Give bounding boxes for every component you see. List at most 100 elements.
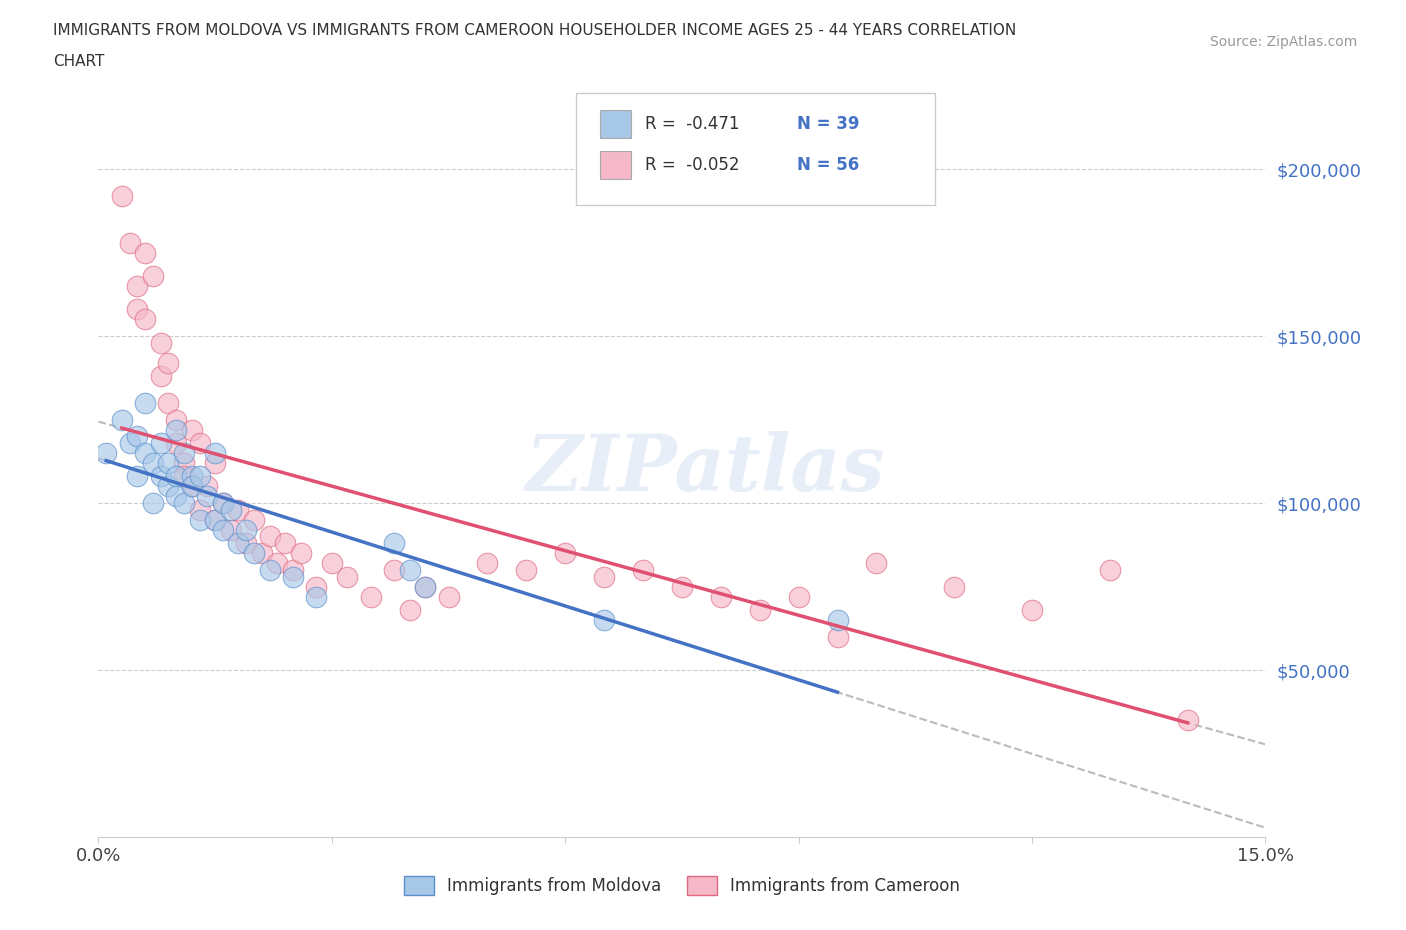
Point — [165, 435, 187, 450]
Point — [212, 496, 235, 511]
Point — [274, 536, 297, 551]
Point — [305, 589, 328, 604]
Point — [212, 523, 235, 538]
Point — [157, 456, 180, 471]
Point — [134, 246, 156, 260]
Point — [250, 546, 273, 561]
Point — [219, 523, 242, 538]
Point — [157, 355, 180, 370]
Point — [173, 496, 195, 511]
Point — [173, 445, 195, 460]
Point — [111, 189, 134, 204]
Point — [157, 479, 180, 494]
Point — [118, 235, 141, 250]
Point — [111, 412, 134, 427]
Point — [228, 502, 250, 517]
Point — [787, 589, 810, 604]
Point — [1177, 712, 1199, 727]
Point — [180, 479, 202, 494]
Point — [382, 536, 405, 551]
Point — [149, 435, 172, 450]
Point — [195, 479, 218, 494]
Text: N = 39: N = 39 — [797, 114, 859, 133]
Point — [671, 579, 693, 594]
Point — [259, 529, 281, 544]
Point — [96, 445, 118, 460]
Point — [336, 569, 359, 584]
Point — [235, 536, 257, 551]
Point — [127, 429, 149, 444]
Point — [593, 569, 616, 584]
Point — [360, 589, 382, 604]
Point — [127, 469, 149, 484]
Point — [149, 368, 172, 383]
Point — [149, 469, 172, 484]
Point — [127, 279, 149, 294]
Text: N = 56: N = 56 — [797, 155, 859, 174]
Point — [235, 523, 257, 538]
Point — [195, 489, 218, 504]
Point — [943, 579, 966, 594]
Point — [180, 422, 202, 437]
Point — [1021, 603, 1043, 618]
Point — [204, 456, 226, 471]
Point — [165, 422, 187, 437]
Point — [204, 512, 226, 527]
Point — [554, 546, 576, 561]
Point — [212, 496, 235, 511]
Point — [188, 512, 211, 527]
Point — [281, 563, 304, 578]
Point — [1098, 563, 1121, 578]
Text: Source: ZipAtlas.com: Source: ZipAtlas.com — [1209, 35, 1357, 49]
Point — [259, 563, 281, 578]
Point — [865, 556, 887, 571]
Point — [149, 336, 172, 351]
Point — [710, 589, 733, 604]
Point — [188, 469, 211, 484]
Point — [382, 563, 405, 578]
Point — [142, 269, 165, 284]
Point — [165, 469, 187, 484]
Point — [228, 536, 250, 551]
Point — [180, 469, 202, 484]
Point — [204, 512, 226, 527]
Point — [219, 502, 242, 517]
Point — [173, 456, 195, 471]
Point — [398, 603, 420, 618]
Point — [173, 469, 195, 484]
Point — [157, 395, 180, 410]
Text: ZIPatlas: ZIPatlas — [526, 432, 884, 508]
Point — [398, 563, 420, 578]
Point — [134, 312, 156, 326]
Point — [413, 579, 436, 594]
Point — [593, 613, 616, 628]
Point — [188, 435, 211, 450]
Point — [134, 395, 156, 410]
Text: R =  -0.052: R = -0.052 — [645, 155, 740, 174]
Point — [165, 489, 187, 504]
Point — [281, 569, 304, 584]
Point — [515, 563, 537, 578]
Point — [127, 302, 149, 317]
Point — [413, 579, 436, 594]
Point — [266, 556, 288, 571]
Point — [165, 412, 187, 427]
Point — [305, 579, 328, 594]
Text: CHART: CHART — [53, 54, 105, 69]
Point — [290, 546, 312, 561]
Point — [243, 546, 266, 561]
Point — [437, 589, 460, 604]
Point — [827, 613, 849, 628]
Point — [631, 563, 654, 578]
Point — [243, 512, 266, 527]
Point — [827, 630, 849, 644]
Point — [188, 502, 211, 517]
Text: IMMIGRANTS FROM MOLDOVA VS IMMIGRANTS FROM CAMEROON HOUSEHOLDER INCOME AGES 25 -: IMMIGRANTS FROM MOLDOVA VS IMMIGRANTS FR… — [53, 23, 1017, 38]
Point — [204, 445, 226, 460]
Point — [321, 556, 343, 571]
Point — [118, 435, 141, 450]
Legend: Immigrants from Moldova, Immigrants from Cameroon: Immigrants from Moldova, Immigrants from… — [398, 870, 966, 902]
Point — [142, 456, 165, 471]
Point — [477, 556, 499, 571]
Point — [142, 496, 165, 511]
